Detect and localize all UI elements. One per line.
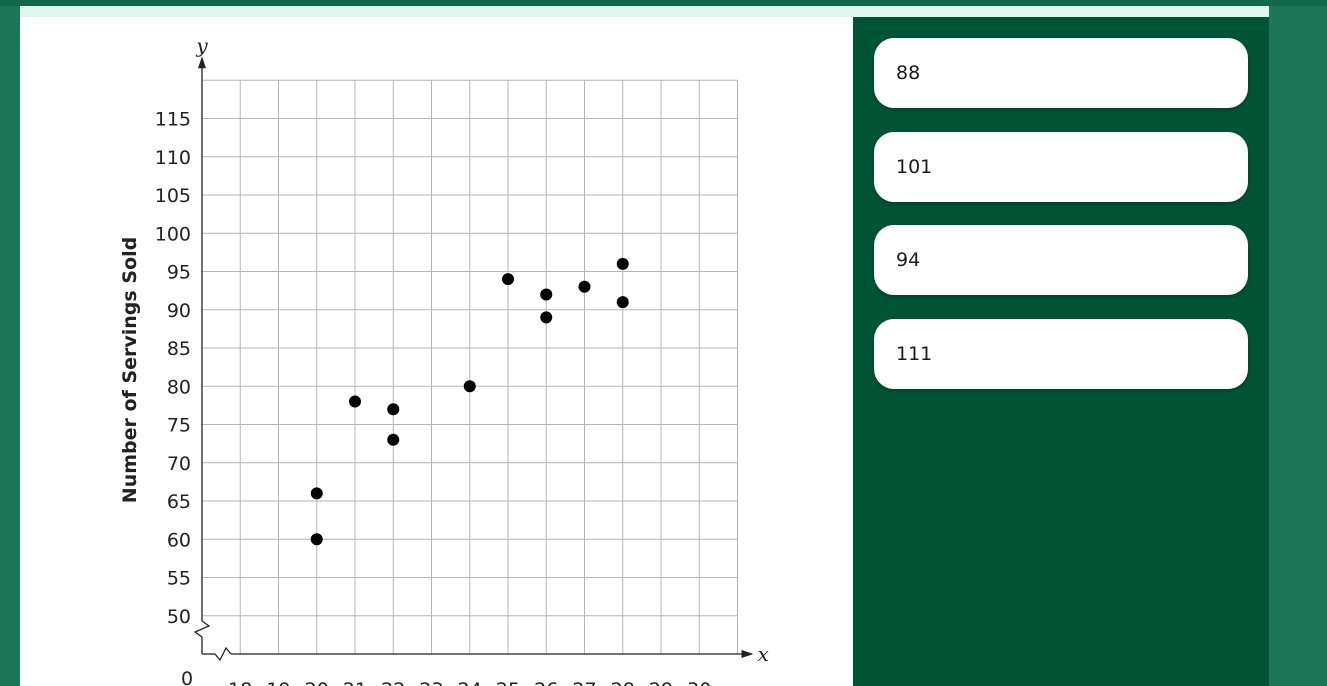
data-point bbox=[463, 380, 476, 393]
answer-option-label: 101 bbox=[896, 156, 933, 178]
y-tick-label: 95 bbox=[167, 262, 191, 284]
data-point bbox=[387, 433, 400, 446]
answer-option-4[interactable]: 111 bbox=[874, 319, 1248, 389]
x-tick-label: 29 bbox=[649, 679, 673, 686]
x-tick-label: 30 bbox=[687, 679, 711, 686]
answer-option-1[interactable]: 88 bbox=[874, 38, 1248, 108]
x-tick-label: 24 bbox=[458, 679, 482, 686]
progress-track bbox=[20, 6, 1269, 17]
y-axis-variable: y bbox=[195, 33, 208, 57]
data-point bbox=[540, 288, 553, 301]
data-point bbox=[616, 257, 629, 270]
y-tick-label: 105 bbox=[155, 185, 191, 207]
answer-option-2[interactable]: 101 bbox=[874, 132, 1248, 202]
data-point bbox=[310, 487, 323, 500]
x-tick-label: 19 bbox=[266, 679, 290, 686]
answer-option-label: 111 bbox=[896, 343, 933, 365]
x-tick-label: 27 bbox=[572, 679, 596, 686]
x-tick-label: 21 bbox=[343, 679, 367, 686]
question-panel: y x 0 18 19 20 21 22 23 24 25 26 27 28 29 30 50 55 60 65 70 7… bbox=[20, 17, 853, 686]
top-bar bbox=[0, 0, 1327, 6]
y-tick-label: 50 bbox=[167, 606, 191, 628]
x-tick-label: 23 bbox=[419, 679, 443, 686]
data-point bbox=[310, 533, 323, 546]
x-axis-variable: x bbox=[758, 642, 769, 666]
scatter-plot: y x 0 18 19 20 21 22 23 24 25 26 27 28 29 30 50 55 60 65 70 7… bbox=[119, 33, 769, 686]
data-point bbox=[387, 403, 400, 416]
x-axis-arrow bbox=[741, 650, 754, 658]
x-tick-label: 28 bbox=[611, 679, 635, 686]
y-tick-label: 90 bbox=[167, 300, 191, 322]
x-tick-label: 22 bbox=[381, 679, 405, 686]
data-point bbox=[502, 273, 514, 286]
y-tick-label: 80 bbox=[167, 376, 191, 398]
x-axis-break bbox=[214, 646, 232, 662]
answer-panel: 88 101 94 111 bbox=[853, 17, 1269, 686]
y-tick-label: 70 bbox=[167, 453, 191, 475]
x-tick-label: 20 bbox=[305, 679, 329, 686]
answer-option-label: 88 bbox=[896, 62, 921, 84]
x-tick-label: 25 bbox=[496, 679, 520, 686]
x-tick-label: 18 bbox=[228, 679, 252, 686]
x-tick-label: 26 bbox=[534, 679, 558, 686]
data-point bbox=[349, 395, 361, 408]
origin-label: 0 bbox=[181, 668, 193, 686]
answer-option-label: 94 bbox=[896, 249, 921, 271]
y-axis-arrow bbox=[198, 56, 206, 69]
y-tick-label: 55 bbox=[167, 568, 191, 590]
y-tick-label: 85 bbox=[167, 338, 191, 360]
y-tick-label: 65 bbox=[167, 491, 191, 513]
data-point bbox=[616, 296, 629, 309]
y-tick-label: 75 bbox=[167, 415, 191, 437]
y-tick-label: 115 bbox=[155, 109, 191, 131]
data-point bbox=[578, 280, 591, 293]
y-tick-label: 100 bbox=[155, 223, 191, 245]
data-point bbox=[540, 311, 553, 324]
y-tick-label: 110 bbox=[155, 147, 191, 169]
y-axis-break bbox=[193, 620, 211, 638]
y-axis-title: Number of Servings Sold bbox=[119, 237, 141, 503]
y-tick-label: 60 bbox=[167, 529, 191, 551]
answer-option-3[interactable]: 94 bbox=[874, 225, 1248, 295]
